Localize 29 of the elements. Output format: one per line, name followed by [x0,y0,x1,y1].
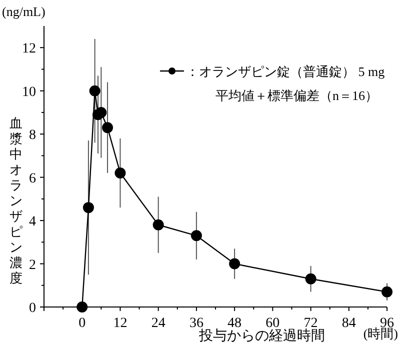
x-tick-label: 24 [151,316,166,331]
text: 血漿中オランザピン濃度 [10,116,22,286]
point [76,302,88,312]
x-tick-label: 0 [78,316,86,331]
x-tick-label: 12 [113,316,128,331]
x-tick-label: 48 [228,316,242,331]
point [190,230,202,242]
y-tick-label: 12 [22,42,36,57]
point [152,219,164,230]
text: (ng/mL) [2,4,46,19]
point [89,85,100,96]
y-tick-label: 2 [29,258,36,273]
x-tick-label: 36 [189,316,204,331]
x-axis-title: 投与からの経過時間 [198,328,325,344]
y-tick-label: 10 [22,84,36,100]
point [382,286,392,298]
point [82,202,94,214]
y-tick-label: 8 [29,128,36,144]
point [102,122,114,134]
y-tick-label: 4 [29,214,36,230]
point [114,167,126,178]
point [305,273,316,284]
y-tick-label: 0 [29,301,36,316]
x-tick-label: 84 [342,316,356,331]
legend: ：オランザピン錠（普通錠） 5 mg [160,64,385,79]
point [229,258,240,270]
y-tick-label: 6 [29,171,36,186]
point [96,106,107,118]
annotation: 平均値＋標準偏差（n＝16） [216,88,378,103]
